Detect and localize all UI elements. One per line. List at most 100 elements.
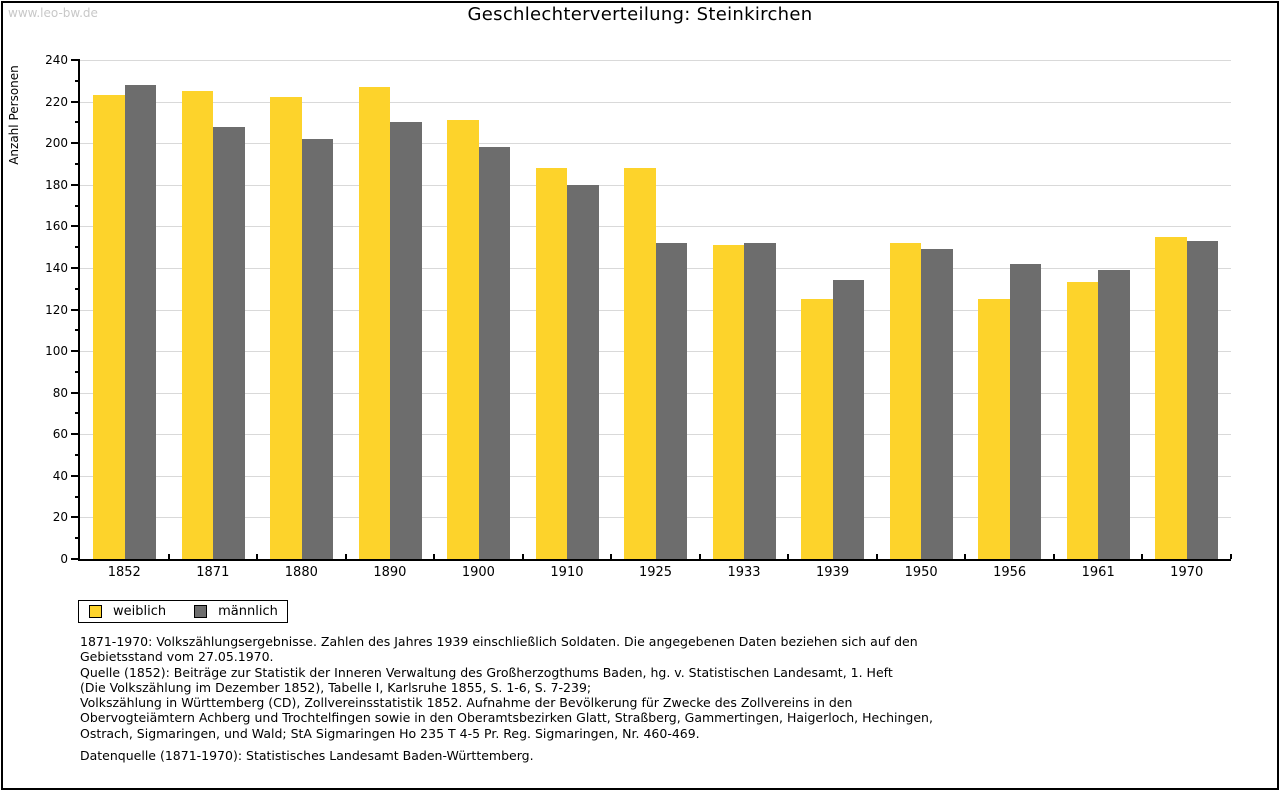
footer-line: Quelle (1852): Beiträge zur Statistik de… [80,664,893,680]
footer-line: Obervogteiämtern Achberg und Trochtelfin… [80,710,933,726]
bar-weiblich-1871 [181,91,214,559]
x-axis-label: 1956 [993,565,1027,580]
y-tick [71,309,80,311]
y-tick-label: 120 [45,303,68,317]
bar-maennlich-1925 [655,242,688,559]
x-tick [522,554,524,559]
legend: weiblich männlich [78,600,288,623]
bar-weiblich-1910 [535,168,568,559]
y-minor-tick [75,288,80,290]
bar-weiblich-1939 [801,299,833,559]
chart-title: Geschlechterverteilung: Steinkirchen [467,4,813,25]
bar-weiblich-1933 [712,245,745,559]
bar-maennlich-1956 [1009,263,1042,559]
x-axis-label: 1961 [1081,565,1115,580]
gridline [80,143,1231,144]
x-axis-label: 1900 [461,565,495,580]
y-minor-tick [75,329,80,331]
x-tick [1053,554,1055,559]
y-tick [71,267,80,269]
x-tick [345,554,347,559]
bar-maennlich-1961 [1098,269,1130,559]
bar-weiblich-1970 [1155,236,1187,559]
legend-label-weiblich: weiblich [113,604,167,619]
bar-maennlich-1970 [1186,240,1219,559]
watermark: www.leo-bw.de [8,6,98,20]
footer-line: Datenquelle (1871-1970): Statistisches L… [80,748,534,764]
footer-line: Ostrach, Sigmaringen, und Wald; StA Sigm… [80,725,700,741]
y-tick [71,350,80,352]
x-axis-label: 1933 [727,565,761,580]
x-axis-label: 1871 [196,565,230,580]
y-tick-label: 160 [45,219,68,233]
bar-maennlich-1890 [390,122,422,559]
axis-line-y [78,60,80,561]
bar-maennlich-1900 [478,147,511,559]
y-tick [71,433,80,435]
y-tick [71,59,80,61]
y-tick-label: 200 [45,136,68,150]
y-tick [71,516,80,518]
y-tick-label: 20 [52,510,68,524]
y-minor-tick [75,412,80,414]
y-minor-tick [75,205,80,207]
y-tick [71,101,80,103]
gridline [80,60,1231,61]
x-tick [699,554,701,559]
y-tick [71,558,80,560]
y-tick [71,475,80,477]
y-tick-label: 180 [45,178,68,192]
y-minor-tick [75,537,80,539]
bar-weiblich-1925 [624,168,656,559]
legend-swatch-weiblich [89,605,102,618]
bar-weiblich-1880 [270,97,302,559]
bar-maennlich-1871 [213,126,245,559]
gridline [80,102,1231,103]
y-tick-label: 0 [60,552,68,566]
y-tick-label: 220 [45,95,68,109]
footer-notes: 1871-1970: Volkszählungsergebnisse. Zahl… [80,634,1210,763]
x-axis-label: 1890 [373,565,407,580]
x-axis-label: 1939 [816,565,850,580]
y-tick-label: 140 [45,261,68,275]
footer-spacer [80,741,1210,748]
y-tick [71,392,80,394]
y-minor-tick [75,80,80,82]
y-tick-label: 80 [52,386,68,400]
x-axis-label: 1925 [638,565,673,580]
x-axis-label: 1970 [1170,565,1204,580]
footer-line: Volkszählung in Württemberg (CD), Zollve… [80,695,853,711]
bar-maennlich-1910 [567,184,599,559]
x-axis-label: 1852 [107,565,141,580]
x-tick [1230,554,1232,559]
x-tick [964,554,966,559]
axis-line-x [78,559,1231,561]
y-tick-label: 240 [45,53,68,67]
y-minor-tick [75,121,80,123]
x-axis-label: 1880 [284,565,318,580]
y-minor-tick [75,163,80,165]
bar-weiblich-1956 [978,299,1010,559]
y-minor-tick [75,371,80,373]
x-tick [256,554,258,559]
legend-swatch-maennlich [194,605,208,618]
y-tick [71,225,80,227]
y-tick [71,142,80,144]
x-axis-label: 1950 [904,565,938,580]
bar-weiblich-1961 [1066,282,1099,559]
bar-maennlich-1950 [921,249,953,559]
footer-line: Gebietsstand vom 27.05.1970. [80,649,274,665]
bar-weiblich-1900 [447,120,479,559]
y-tick [71,184,80,186]
footer-line: (Die Volkszählung im Dezember 1852), Tab… [80,679,592,695]
footer-line: 1871-1970: Volkszählungsergebnisse. Zahl… [80,634,918,649]
bar-maennlich-1880 [301,139,334,559]
x-tick [787,554,789,559]
x-tick [433,554,435,559]
bar-maennlich-1852 [124,84,156,559]
y-tick-label: 40 [52,469,68,483]
x-tick [168,554,170,559]
bar-maennlich-1933 [744,242,776,559]
